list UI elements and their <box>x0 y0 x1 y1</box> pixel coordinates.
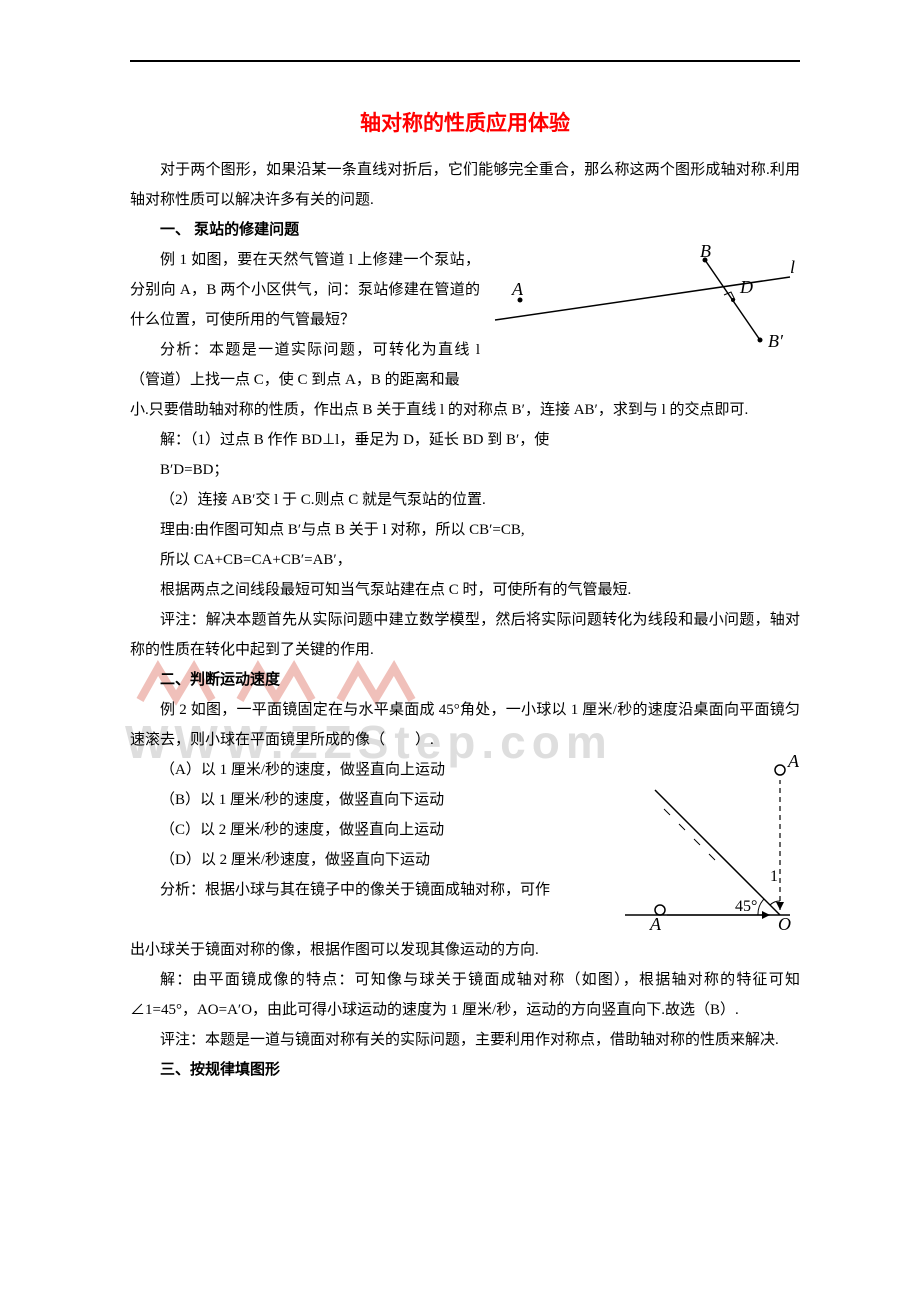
svg-text:A′: A′ <box>787 755 800 771</box>
section-2-heading: 二、判断运动速度 <box>130 665 800 695</box>
option-b: （B）以 1 厘米/秒的速度，做竖直向下运动 <box>130 785 610 815</box>
section-3-heading: 三、按规律填图形 <box>130 1055 800 1085</box>
svg-text:A: A <box>511 279 524 299</box>
figure-1-pump-station: A B B′ D l <box>490 245 800 375</box>
svg-text:B′: B′ <box>768 331 784 351</box>
example-1-analysis-part2: 小.只要借助轴对称的性质，作出点 B 关于直线 l 的对称点 B′，连接 AB′… <box>130 395 800 425</box>
top-rule <box>130 60 800 62</box>
svg-text:45°: 45° <box>735 898 757 915</box>
example-1-analysis-part1: 分析：本题是一道实际问题，可转化为直线 l（管道）上找一点 C，使 C 到点 A… <box>130 335 480 395</box>
option-d: （D）以 2 厘米/秒速度，做竖直向下运动 <box>130 845 610 875</box>
svg-text:A: A <box>649 914 662 930</box>
section-1-heading: 一、 泵站的修建问题 <box>130 215 800 245</box>
svg-text:D: D <box>739 277 753 297</box>
svg-text:1: 1 <box>770 868 778 885</box>
svg-text:l: l <box>790 257 795 277</box>
solution-reason-2: 所以 CA+CB=CA+CB′=AB′， <box>130 545 800 575</box>
example-2-text: 例 2 如图，一平面镜固定在与水平桌面成 45°角处，一小球以 1 厘米/秒的速… <box>130 695 800 755</box>
svg-text:O: O <box>778 914 791 930</box>
svg-text:B: B <box>700 245 711 261</box>
example-2-solution: 解：由平面镜成像的特点：可知像与球关于镜面成轴对称（如图），根据轴对称的特征可知… <box>130 965 800 1025</box>
figure-2-mirror: A O A′ 45° 1 <box>620 755 800 930</box>
page-title: 轴对称的性质应用体验 <box>130 107 800 137</box>
example-2-analysis-part1: 分析：根据小球与其在镜子中的像关于镜面成轴对称，可作 <box>130 875 610 905</box>
solution-step-1: 解：（1）过点 B 作作 BD⊥l，垂足为 D，延长 BD 到 B′，使 <box>130 425 800 455</box>
intro-paragraph: 对于两个图形，如果沿某一条直线对折后，它们能够完全重合，那么称这两个图形成轴对称… <box>130 155 800 215</box>
solution-step-1b: B′D=BD； <box>130 455 800 485</box>
example-2-analysis-part2: 出小球关于镜面对称的像，根据作图可以发现其像运动的方向. <box>130 935 800 965</box>
solution-reason-1: 理由:由作图可知点 B′与点 B 关于 l 对称，所以 CB′=CB, <box>130 515 800 545</box>
example-1-text: 例 1 如图，要在天然气管道 l 上修建一个泵站，分别向 A，B 两个小区供气，… <box>130 245 480 335</box>
example-1-note: 评注：解决本题首先从实际问题中建立数学模型，然后将实际问题转化为线段和最小问题，… <box>130 605 800 665</box>
solution-step-2: （2）连接 AB′交 l 于 C.则点 C 就是气泵站的位置. <box>130 485 800 515</box>
example-2-note: 评注：本题是一道与镜面对称有关的实际问题，主要利用作对称点，借助轴对称的性质来解… <box>130 1025 800 1055</box>
option-a: （A）以 1 厘米/秒的速度，做竖直向上运动 <box>130 755 610 785</box>
solution-reason-3: 根据两点之间线段最短可知当气泵站建在点 C 时，可使所有的气管最短. <box>130 575 800 605</box>
option-c: （C）以 2 厘米/秒的速度，做竖直向上运动 <box>130 815 610 845</box>
